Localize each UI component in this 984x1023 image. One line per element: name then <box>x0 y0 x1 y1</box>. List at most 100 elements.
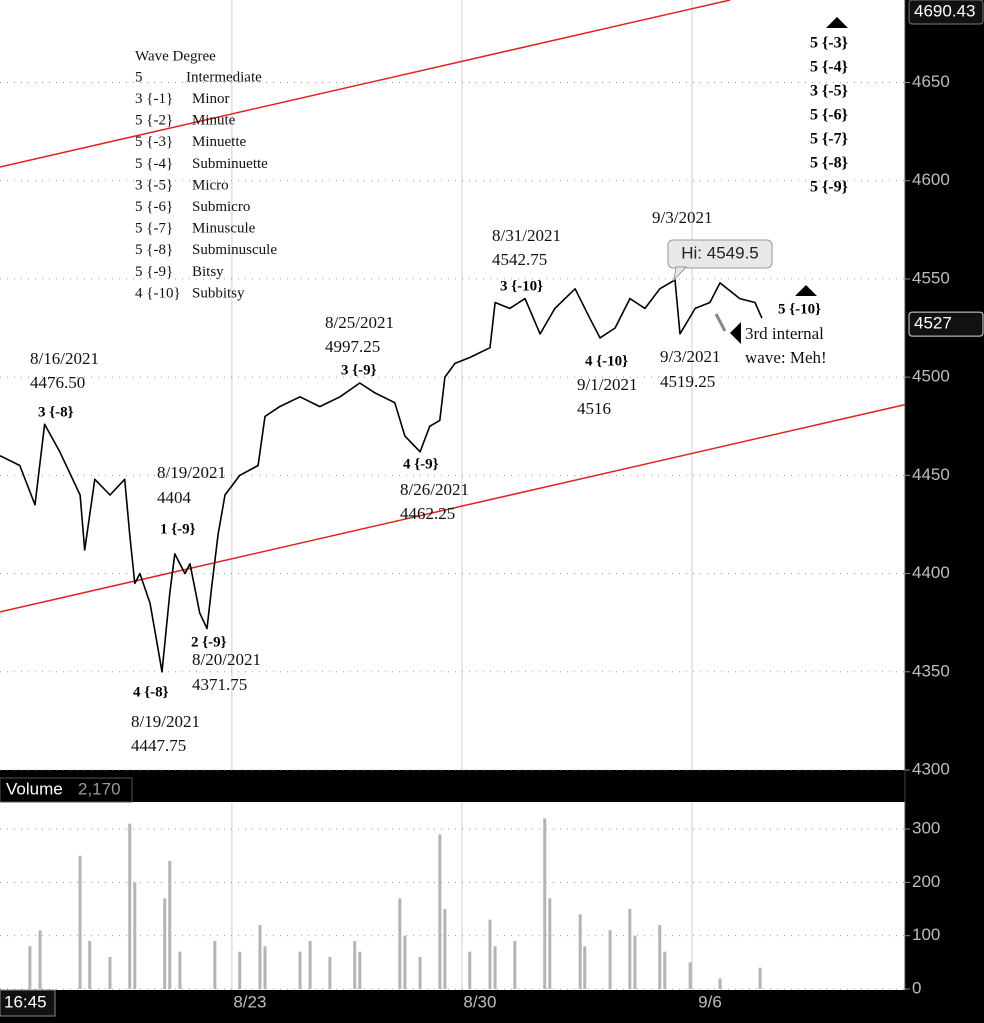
last-price: 4527 <box>914 314 952 333</box>
legend-wave: 4 {-10} <box>135 285 181 301</box>
note: 9/1/2021 <box>577 375 637 394</box>
wave-label: 2 {-9} <box>191 634 227 650</box>
y-tick-label: 200 <box>912 872 940 891</box>
note: 4997.25 <box>325 337 380 356</box>
legend-degree: Intermediate <box>186 69 262 85</box>
legend-degree: Minute <box>192 113 236 129</box>
legend-degree: Bitsy <box>192 264 224 280</box>
volume-bar <box>468 951 472 989</box>
volume-bar <box>548 898 552 989</box>
wave-count: 5 {-6} <box>810 107 848 124</box>
legend-degree: Subbitsy <box>192 285 245 301</box>
wave-label: 4 {-8} <box>133 684 169 700</box>
y-tick-label: 4350 <box>912 661 950 680</box>
volume-bar <box>438 834 442 989</box>
volume-bar <box>168 861 172 989</box>
volume-bar <box>308 941 312 989</box>
y-tick-label: 300 <box>912 819 940 838</box>
volume-bar <box>658 925 662 989</box>
note: 3rd internal <box>745 324 824 343</box>
y-tick-label: 4300 <box>912 759 950 778</box>
y-tick-label: 4450 <box>912 465 950 484</box>
note: 8/19/2021 <box>157 463 226 482</box>
volume-bar <box>583 946 587 989</box>
y-tick-label: 4550 <box>912 268 950 287</box>
legend-wave: 5 {-7} <box>135 221 173 237</box>
x-tick-label: 9/6 <box>698 992 722 1011</box>
volume-bar <box>298 951 302 989</box>
volume-bar <box>608 930 612 989</box>
legend-wave: 5 {-8} <box>135 242 173 258</box>
volume-bar <box>633 935 637 989</box>
volume-bar <box>163 898 167 989</box>
note: 4516 <box>577 399 611 418</box>
legend-degree: Minuette <box>192 134 246 150</box>
volume-bar <box>398 898 402 989</box>
legend-wave: 5 {-3} <box>135 134 173 150</box>
price-line <box>0 279 763 673</box>
note: 8/31/2021 <box>492 226 561 245</box>
volume-bar <box>493 946 497 989</box>
note: 8/25/2021 <box>325 313 394 332</box>
volume-panel <box>0 802 905 990</box>
wave-count: 5 {-9} <box>810 179 848 196</box>
note: 9/3/2021 <box>652 208 712 227</box>
volume-header <box>0 777 133 803</box>
legend-degree: Subminuscule <box>192 242 277 258</box>
wave-label: 3 {-10} <box>500 278 543 294</box>
pointer-line <box>714 313 727 332</box>
volume-bar <box>238 951 242 989</box>
volume-bar <box>418 957 422 989</box>
volume-bar <box>688 962 692 989</box>
volume-bar <box>108 957 112 989</box>
volume-bar <box>128 823 132 989</box>
volume-bar <box>488 919 492 989</box>
volume-bar <box>328 957 332 989</box>
legend-wave: 5 <box>135 69 143 85</box>
volume-bar <box>213 941 217 989</box>
callout-text: Hi: 4549.5 <box>681 243 759 262</box>
legend-wave: 5 {-4} <box>135 156 173 172</box>
volume-bar <box>443 909 447 989</box>
y-tick-label: 100 <box>912 925 940 944</box>
volume-bar <box>663 951 667 989</box>
legend-wave: 5 {-6} <box>135 199 173 215</box>
volume-bar <box>758 967 762 989</box>
note: 8/26/2021 <box>400 480 469 499</box>
note: 9/3/2021 <box>660 347 720 366</box>
wave-label: 3 {-8} <box>38 404 74 420</box>
time-box <box>0 989 56 1017</box>
legend-degree: Submicro <box>192 199 250 215</box>
note: 8/19/2021 <box>131 712 200 731</box>
legend-wave: 3 {-5} <box>135 177 173 193</box>
wave-count: 5 {-4} <box>810 59 848 76</box>
note: 4371.75 <box>192 675 247 694</box>
wave-label: 5 {-10} <box>778 301 821 317</box>
wave-count: 5 {-3} <box>810 35 848 52</box>
legend-degree: Micro <box>192 177 229 193</box>
volume-bar <box>78 855 82 989</box>
left-triangle <box>730 322 741 344</box>
volume-bar <box>133 882 137 989</box>
note: 8/20/2021 <box>192 650 261 669</box>
up-triangle <box>826 17 848 28</box>
wave-label: 3 {-9} <box>341 362 377 378</box>
volume-bar <box>258 925 262 989</box>
y-tick-label: 0 <box>912 978 921 997</box>
time-label: 16:45 <box>4 992 47 1011</box>
legend-title: Wave Degree <box>135 48 216 64</box>
volume-bar <box>263 946 267 989</box>
volume-bar <box>358 951 362 989</box>
legend-degree: Subminuette <box>192 156 268 172</box>
wave-label: 1 {-9} <box>160 521 196 537</box>
last-price-box <box>908 311 984 337</box>
volume-bar <box>28 946 32 989</box>
volume-bar <box>718 978 722 989</box>
y-tick-label: 4500 <box>912 367 950 386</box>
y-tick-label: 4600 <box>912 170 950 189</box>
legend-degree: Minuscule <box>192 221 256 237</box>
trendline <box>0 403 906 613</box>
high-marker: 4690.43 <box>914 1 975 20</box>
x-tick-label: 8/23 <box>233 992 266 1011</box>
